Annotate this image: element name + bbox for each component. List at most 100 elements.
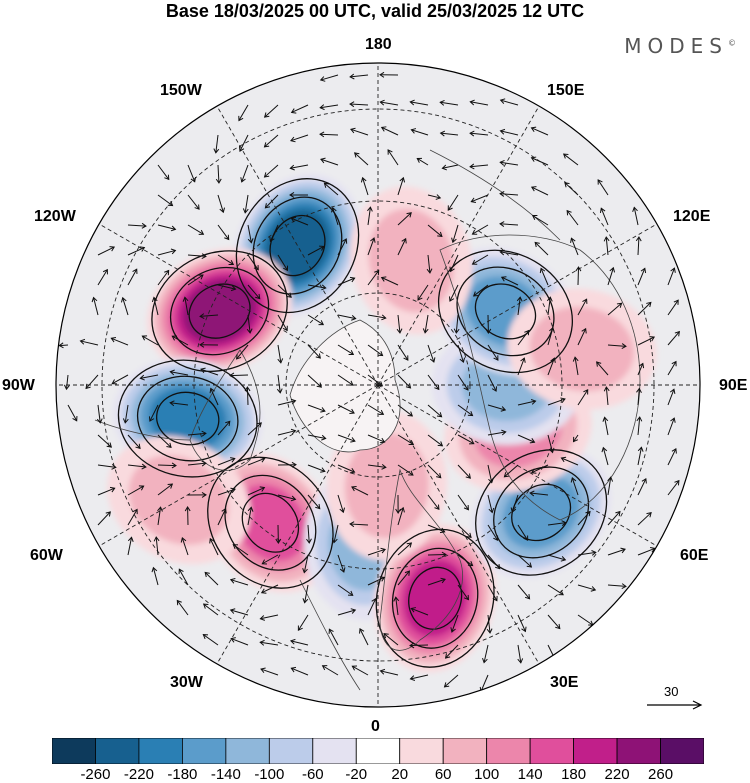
wind-vector-head <box>379 576 386 582</box>
anomaly-field <box>107 174 657 673</box>
colorbar-tick-label: 140 <box>517 766 543 783</box>
wind-vector-head <box>290 428 297 435</box>
coastlines <box>94 149 641 691</box>
wind-vector <box>230 579 249 586</box>
wind-vector-head <box>650 547 656 553</box>
wind-vector <box>667 448 677 466</box>
wind-vector <box>564 182 579 196</box>
wind-vector <box>637 302 652 316</box>
wind-vector-head <box>530 468 537 474</box>
wind-vector-head <box>447 205 453 211</box>
wind-vector <box>574 357 579 376</box>
wind-vector-head <box>546 296 553 302</box>
wind-vector-head <box>339 507 346 514</box>
wind-vector <box>602 447 609 466</box>
wind-vector-head <box>467 411 474 417</box>
contour-line <box>493 466 590 559</box>
wind-vector <box>397 374 411 389</box>
wind-vector <box>367 344 383 356</box>
wind-vector <box>517 357 525 376</box>
wind-vector-head <box>499 128 506 135</box>
wind-vector <box>351 486 369 496</box>
wind-vector <box>457 554 473 566</box>
wind-vector-head <box>524 329 530 336</box>
wind-vector-head <box>85 383 91 390</box>
wind-vector <box>577 266 580 286</box>
wind-vector <box>600 208 609 226</box>
wind-vector <box>637 512 652 526</box>
colorbar-tick-label: 60 <box>434 766 452 783</box>
wind-vector-head <box>673 299 679 305</box>
wind-vector-head <box>349 73 355 80</box>
wind-vector-head <box>520 357 526 363</box>
wind-vector-head <box>441 164 448 171</box>
wind-vector-head <box>603 236 610 242</box>
wind-vector-head <box>451 237 457 244</box>
wind-vector-head <box>321 284 327 291</box>
wind-vector-head <box>530 126 537 133</box>
wind-vector <box>352 665 369 676</box>
wind-vector <box>277 430 296 436</box>
wind-vector <box>517 297 521 316</box>
wind-vector <box>381 277 399 286</box>
wind-vector <box>667 389 675 406</box>
wind-vector-head <box>153 536 160 542</box>
colorbar-tick-label: -60 <box>301 766 324 783</box>
wind-vectors <box>58 71 680 693</box>
wind-vector <box>277 494 296 500</box>
label-150e: 150E <box>547 82 585 99</box>
wind-reference-label: 30 <box>664 684 679 699</box>
wind-vector-head <box>238 146 245 152</box>
wind-vector <box>447 194 459 211</box>
meridian-line <box>216 105 379 386</box>
wind-vector-head <box>263 172 270 178</box>
contour-line <box>136 375 239 462</box>
wind-vector-head <box>228 260 235 266</box>
wind-vector <box>149 404 159 422</box>
wind-vector <box>500 130 519 136</box>
wind-vector <box>187 462 206 466</box>
wind-vector <box>637 417 641 436</box>
wind-vector <box>203 603 219 616</box>
wind-vector-head <box>379 71 385 78</box>
wind-vector-head <box>350 608 357 614</box>
wind-vector <box>291 217 309 226</box>
wind-vector-head <box>213 148 220 154</box>
wind-vector <box>540 268 549 286</box>
wind-vector-head <box>558 590 564 596</box>
wind-vector <box>667 268 675 286</box>
wind-vector <box>605 237 609 256</box>
wind-vector <box>290 640 309 646</box>
wind-vector-head <box>58 342 64 349</box>
wind-vector <box>367 576 385 586</box>
wind-vector <box>517 614 526 632</box>
colorbar-swatch <box>573 738 618 764</box>
wind-vector-head <box>469 99 475 106</box>
wind-vector-head <box>319 104 325 111</box>
wind-vector <box>277 284 292 298</box>
wind-vector <box>427 464 442 479</box>
wind-vector-head <box>132 268 138 274</box>
wind-vector-head <box>429 357 436 363</box>
wind-vector-head <box>381 314 387 321</box>
wind-vector <box>269 224 279 242</box>
wind-vector <box>97 246 115 256</box>
contour-line <box>252 196 343 295</box>
wind-vector <box>607 477 612 496</box>
wind-vector <box>531 464 549 474</box>
wind-vector-head <box>320 467 326 473</box>
wind-vector-head <box>521 626 527 633</box>
wind-vector-head <box>291 461 297 468</box>
wind-vector-head <box>585 510 591 517</box>
wind-vector <box>487 614 491 633</box>
wind-vector-head <box>169 400 175 407</box>
wind-vector <box>409 644 429 647</box>
wind-vector <box>230 609 249 616</box>
wind-vector-head <box>120 296 127 303</box>
wind-vector-head <box>230 487 236 494</box>
colorbar-tick-label: -140 <box>210 766 241 783</box>
wind-vector <box>397 212 412 226</box>
wind-vector <box>531 186 549 196</box>
wind-vector-head <box>221 507 227 514</box>
wind-vector <box>362 177 369 196</box>
